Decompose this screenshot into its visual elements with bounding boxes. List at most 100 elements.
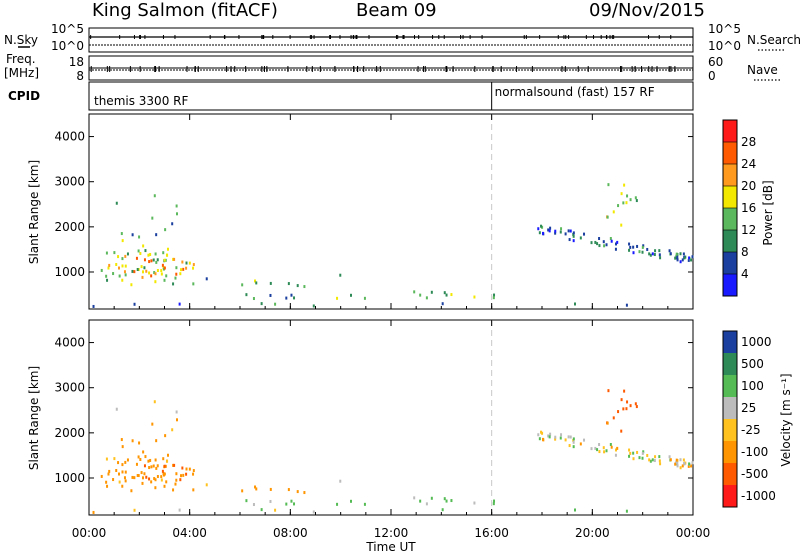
power-colorbar-label: Power [dB] [761,180,775,245]
data-cell [287,488,290,492]
data-cell [632,451,635,455]
freq-spike [334,66,336,72]
freq-spike [423,66,425,72]
x-axis-label: Time UT [365,540,416,554]
data-cell [154,252,157,256]
velocity-colorbar-tick-label: 500 [741,357,764,371]
data-cell [131,269,134,273]
data-cell [363,296,366,300]
power-colorbar-swatch [723,186,737,209]
data-cell [610,239,613,243]
data-cell [151,216,154,220]
data-cell [108,469,111,473]
data-cell [419,293,422,297]
data-cell [603,244,606,248]
data-cell [583,232,586,236]
nsky-spike [539,35,541,39]
nsky-spike [403,35,405,39]
data-cell [154,458,157,462]
nsky-spike [585,35,587,39]
data-cell [175,478,178,482]
power-colorbar-tick-label: 4 [741,267,749,281]
data-cell [148,477,151,481]
data-cell [118,274,121,278]
power-colorbar-swatch [723,208,737,231]
data-cell [153,271,156,275]
nave-tick-bottom: 0 [708,69,716,83]
velocity-colorbar-tick-label: -100 [741,445,768,459]
freq-spike [631,66,633,72]
data-cell [160,272,163,276]
data-cell [493,499,496,503]
freq-spike [106,66,108,72]
data-cell [185,261,188,265]
data-cell [155,233,158,237]
data-cell [255,487,258,491]
data-cell [260,508,263,512]
nsky-spike [139,35,141,39]
nave-label: Nave [747,63,778,77]
freq-spike [492,66,494,72]
data-cell [162,457,165,461]
nsky-spike [432,35,434,39]
data-cell [549,226,552,230]
freq-spike [641,66,643,72]
data-cell [646,453,649,457]
data-cell [658,455,661,459]
data-cell [538,231,541,235]
data-cell [572,440,575,444]
data-cell [579,442,582,446]
data-cell [179,478,182,482]
data-cell [413,496,416,500]
freq-spike [561,66,563,72]
data-cell [538,437,541,441]
data-cell [269,293,272,297]
data-cell [140,471,143,475]
data-cell [620,398,623,402]
data-cell [105,251,108,255]
data-cell [171,428,174,432]
data-cell [254,279,257,283]
data-cell [605,243,608,247]
data-cell [175,472,178,476]
data-cell [596,448,599,452]
data-cell [290,499,293,503]
data-cell [674,256,677,260]
data-cell [143,258,146,262]
data-cell [138,235,141,239]
data-cell [537,433,540,437]
data-cell [642,244,645,248]
data-cell [124,460,127,464]
nsky-spike [261,35,263,39]
data-cell [181,260,184,264]
data-cell [153,194,156,198]
data-cell [131,439,134,443]
data-cell [596,242,599,246]
data-cell [144,249,147,253]
nsky-spike [605,35,607,39]
freq-spike [670,66,672,72]
data-cell [336,296,339,300]
data-cell [252,297,255,301]
freq-spike [353,66,355,72]
freq-spike [376,66,378,72]
data-cell [154,280,157,284]
data-cell [155,260,158,264]
data-cell [285,502,288,506]
data-cell [163,464,166,468]
data-cell [594,240,597,244]
freq-spike [446,66,448,72]
freq-spike [197,66,199,72]
station-title: King Salmon (fitACF) [92,0,278,21]
data-cell [450,499,453,503]
nsky-spike [481,35,483,39]
data-cell [554,437,557,441]
freq-spike [319,66,321,72]
data-cell [162,471,165,475]
data-cell [296,490,299,494]
data-cell [153,477,156,481]
data-cell [641,245,644,249]
data-cell [92,510,95,514]
nsky-spike [438,35,440,39]
data-cell [290,293,293,297]
